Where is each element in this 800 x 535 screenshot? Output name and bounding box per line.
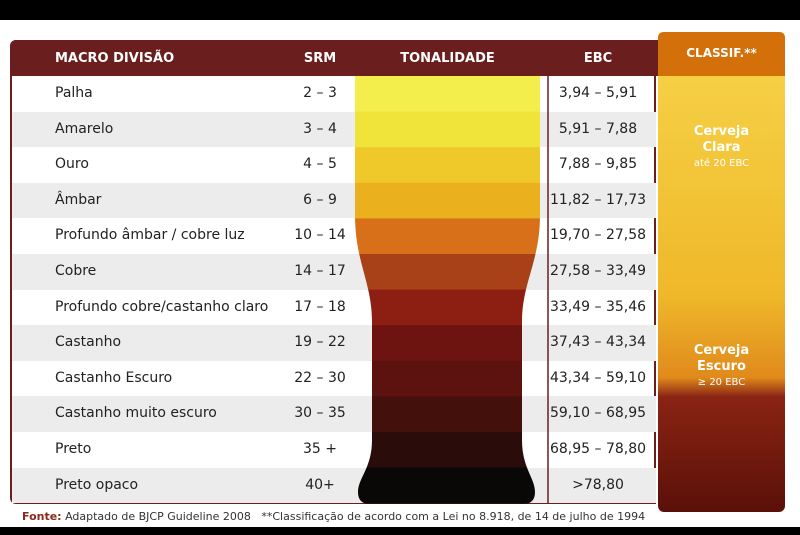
glass-band	[355, 111, 540, 148]
cell-name: Amarelo	[55, 120, 114, 137]
glass-band	[355, 254, 540, 291]
footer-note: **Classificação de acordo com a Lei no 8…	[261, 510, 646, 523]
col-header: EBC	[583, 51, 613, 66]
glass-band	[355, 325, 540, 362]
cell-srm: 3 – 4	[303, 120, 337, 137]
glass-band	[355, 360, 540, 397]
cell-srm: 2 – 3	[303, 85, 337, 101]
glass-band	[355, 467, 540, 504]
cell-ebc: 7,88 – 9,85	[558, 156, 638, 173]
cell-ebc: 27,58 – 33,49	[549, 263, 647, 279]
cell-ebc: 37,43 – 43,34	[549, 334, 647, 351]
footer-label: Fonte:	[22, 510, 62, 523]
col-header: SRM	[303, 51, 337, 66]
group-title: Cerveja Clara	[693, 124, 750, 155]
glass-band	[355, 218, 540, 255]
cell-srm: 17 – 18	[294, 298, 346, 315]
footer: Fonte: Adaptado de BJCP Guideline 2008 *…	[22, 510, 645, 523]
cell-name: Castanho Escuro	[55, 369, 173, 386]
cell-ebc: 43,34 – 59,10	[549, 369, 647, 386]
group-note: até 20 EBC	[693, 158, 750, 169]
cell-srm: 35 +	[303, 441, 337, 457]
cell-name: Profundo cobre/castanho claro	[55, 298, 269, 315]
classif-header	[658, 32, 785, 76]
bottom-bar	[0, 527, 800, 535]
cell-name: Castanho muito escuro	[55, 405, 217, 422]
cell-name: Ouro	[55, 156, 89, 173]
glass-band	[355, 76, 540, 113]
cell-name: Âmbar	[55, 191, 102, 208]
top-bar	[0, 0, 800, 20]
cell-name: Preto opaco	[55, 476, 139, 493]
cell-srm: 30 – 35	[294, 405, 346, 422]
header-row	[10, 40, 658, 76]
cell-name: Cobre	[55, 263, 97, 279]
classif-title: CLASSIF.**	[686, 46, 757, 60]
glass-band	[355, 182, 540, 219]
glass-band	[355, 289, 540, 326]
footer-source: Adaptado de BJCP Guideline 2008	[65, 510, 251, 523]
group-note: ≥ 20 EBC	[697, 377, 746, 388]
cell-ebc: 19,70 – 27,58	[549, 227, 647, 244]
cell-name: Profundo âmbar / cobre luz	[55, 227, 245, 244]
cell-ebc: 3,94 – 5,91	[558, 85, 638, 101]
cell-ebc: >78,80	[572, 476, 624, 493]
glass-band	[355, 147, 540, 184]
group-escuro: Cerveja Escuro ≥ 20 EBC	[658, 343, 785, 388]
cell-name: Castanho	[55, 334, 122, 351]
cell-srm: 22 – 30	[294, 369, 346, 386]
cell-name: Preto	[55, 441, 92, 457]
glass-band	[355, 432, 540, 469]
cell-ebc: 11,82 – 17,73	[549, 191, 647, 208]
cell-ebc: 5,91 – 7,88	[558, 120, 638, 137]
cell-srm: 10 – 14	[294, 227, 346, 244]
cell-srm: 19 – 22	[294, 334, 346, 351]
col-header: TONALIDADE	[400, 51, 495, 66]
cell-name: Palha	[55, 85, 93, 101]
cell-ebc: 33,49 – 35,46	[549, 298, 647, 315]
cell-srm: 40+	[305, 476, 335, 493]
group-title: Cerveja Escuro	[693, 343, 750, 374]
classif-column	[658, 32, 785, 512]
cell-ebc: 68,95 – 78,80	[549, 441, 647, 457]
cell-ebc: 59,10 – 68,95	[549, 405, 647, 422]
glass-band	[355, 396, 540, 433]
cell-srm: 4 – 5	[303, 156, 337, 173]
cell-srm: 6 – 9	[303, 191, 337, 208]
cell-srm: 14 – 17	[294, 263, 346, 279]
col-header: MACRO DIVISÃO	[55, 51, 175, 66]
group-clara: Cerveja Clara até 20 EBC	[658, 124, 785, 169]
